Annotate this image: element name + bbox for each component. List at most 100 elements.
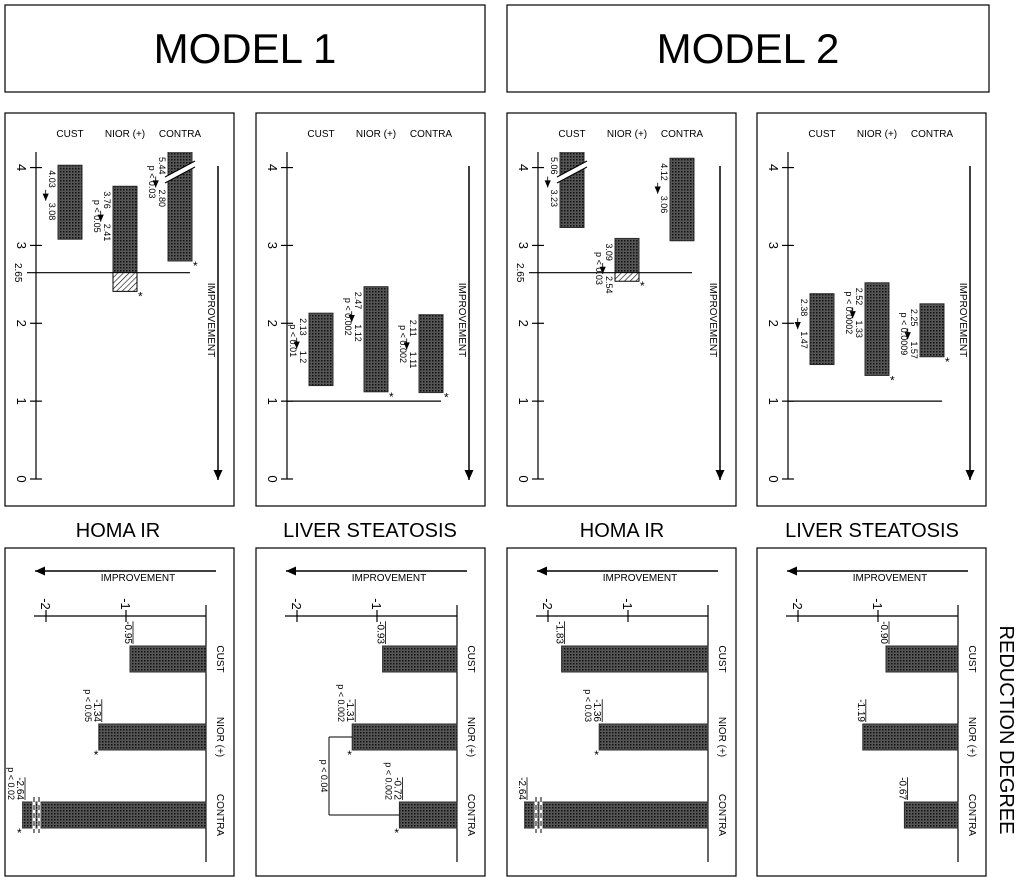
- start-label: 5.44: [157, 157, 167, 175]
- category-label: CUST: [214, 645, 225, 672]
- y-tick-label: 4: [265, 164, 280, 171]
- bar: [308, 312, 334, 387]
- arrow-label: IMPROVEMENT: [352, 573, 426, 584]
- arrow-label: IMPROVEMENT: [456, 283, 467, 357]
- bar: [98, 723, 207, 751]
- significance-star: *: [594, 748, 599, 762]
- p-value: p < 0.01: [288, 324, 298, 357]
- significance-star: *: [17, 826, 22, 840]
- p-value: p < 0.02: [6, 767, 16, 800]
- value-label: -0.95: [122, 621, 133, 644]
- y-tick-label: 3: [14, 242, 29, 249]
- bar-group: [614, 237, 640, 282]
- category-label: CUST: [558, 129, 585, 140]
- header-box: [506, 4, 990, 93]
- x-tick-label: -2: [540, 598, 555, 610]
- category-label: CONTRA: [966, 794, 977, 837]
- p-value: p < 0.002: [336, 684, 346, 722]
- start-label: 4.03: [47, 170, 57, 188]
- category-label: CUST: [966, 645, 977, 672]
- bar-group: [418, 314, 444, 394]
- bar-group: [22, 801, 207, 829]
- end-label: 1.33: [854, 320, 864, 338]
- arrow-head: [97, 214, 104, 222]
- section-title: LIVER STEATOSIS: [283, 520, 457, 542]
- arrow-label: IMPROVEMENT: [957, 283, 968, 357]
- category-label: NIOR (+): [857, 129, 897, 140]
- bar: [382, 645, 458, 673]
- y-tick-label: 2: [265, 320, 280, 327]
- bar: [919, 303, 945, 358]
- end-label: 2.41: [102, 224, 112, 242]
- significance-star: *: [945, 355, 950, 369]
- panel-frame: [4, 112, 235, 507]
- bar: [129, 645, 207, 673]
- y-tick-label: 3: [766, 242, 781, 249]
- start-label: 2.38: [799, 299, 809, 317]
- start-label: 2.52: [854, 288, 864, 306]
- arrow-head: [715, 470, 725, 480]
- category-label: CUST: [465, 645, 476, 672]
- axis-break: [555, 161, 589, 183]
- y-tick-label: 4: [14, 164, 29, 171]
- end-label: 3.06: [659, 196, 669, 214]
- arrow-label: IMPROVEMENT: [603, 573, 677, 584]
- bar-group: [98, 723, 207, 751]
- bar: [524, 801, 709, 829]
- bar-group: [669, 157, 695, 242]
- x-tick-label: -1: [870, 598, 885, 610]
- panel-frame: [506, 547, 737, 877]
- significance-star: *: [444, 391, 449, 405]
- arrow-head: [464, 470, 474, 480]
- start-label: 2.47: [353, 292, 363, 310]
- arrow-head: [286, 566, 296, 576]
- p-value: p < 0.05: [83, 689, 93, 722]
- bar: [57, 164, 83, 240]
- bar: [862, 723, 959, 751]
- start-label: 3.76: [102, 191, 112, 209]
- significance-star: *: [394, 826, 399, 840]
- p-value: p < 0.002: [398, 325, 408, 363]
- category-label: NIOR (+): [607, 129, 647, 140]
- arrow-label: IMPROVEMENT: [101, 573, 175, 584]
- arrow-head: [293, 341, 300, 349]
- significance-star: *: [138, 289, 143, 303]
- category-label: CONTRA: [716, 794, 727, 837]
- bar-group: [561, 645, 709, 673]
- y-tick-label: 1: [14, 398, 29, 405]
- p-value: p < 0.002: [343, 298, 353, 336]
- bar-group: [382, 645, 458, 673]
- bar-group: [862, 723, 959, 751]
- y-tick-label: 3: [516, 242, 531, 249]
- p-value: p < 0.0002: [844, 291, 854, 334]
- p-value: p < 0.03: [594, 252, 604, 285]
- start-label: 3.09: [604, 243, 614, 261]
- arrow-head: [654, 186, 661, 194]
- significance-star: *: [347, 748, 352, 762]
- reference-label: 2.65: [12, 263, 23, 283]
- arrow-head: [537, 566, 547, 576]
- significance-star: *: [94, 748, 99, 762]
- bar-group: [864, 282, 890, 376]
- arrow-head: [403, 342, 410, 350]
- value-label: -0.93: [375, 621, 386, 644]
- panel-frame: [756, 112, 987, 507]
- bar: [351, 723, 458, 751]
- value-label: -0.90: [878, 621, 889, 644]
- end-label: 2.54: [604, 276, 614, 294]
- reference-label: 2.65: [514, 263, 525, 283]
- panel-frame: [506, 112, 737, 507]
- x-tick-label: -2: [790, 598, 805, 610]
- bar: [669, 157, 695, 242]
- arrow-head: [849, 311, 856, 319]
- category-label: CUST: [716, 645, 727, 672]
- start-label: 2.25: [909, 309, 919, 327]
- bar: [903, 801, 959, 829]
- bar-group: [129, 645, 207, 673]
- end-label: 3.23: [549, 190, 559, 208]
- y-tick-label: 0: [516, 475, 531, 482]
- value-label: -0.67: [896, 777, 907, 800]
- value-label: -1.19: [855, 699, 866, 722]
- arrow-head: [348, 315, 355, 323]
